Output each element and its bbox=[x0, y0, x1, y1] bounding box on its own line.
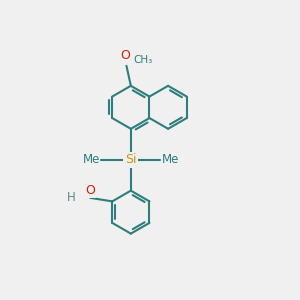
Text: O: O bbox=[121, 49, 130, 62]
Text: CH₃: CH₃ bbox=[134, 55, 153, 65]
Text: Me: Me bbox=[162, 153, 179, 166]
Text: O: O bbox=[85, 184, 95, 197]
Text: Si: Si bbox=[125, 153, 136, 166]
Text: H: H bbox=[67, 191, 76, 204]
Text: Me: Me bbox=[82, 153, 100, 166]
